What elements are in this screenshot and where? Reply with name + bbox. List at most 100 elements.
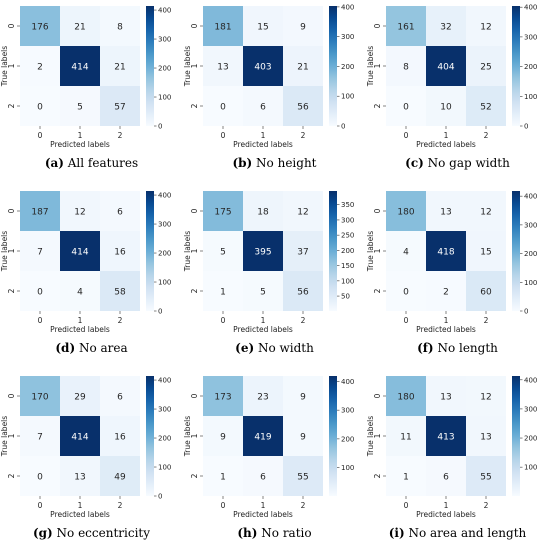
cell-value-label: 55 [297, 473, 308, 483]
heatmap-cell [466, 46, 506, 86]
colorbar [512, 6, 520, 126]
cell-value-label: 55 [480, 473, 491, 483]
heatmap-cell [203, 416, 243, 456]
colorbar-tick-label: 0 [158, 123, 162, 131]
y-axis-label: True labels [183, 416, 192, 457]
confusion-matrix-panel: 176 21 8 2 414 21 0 5 57 0 1 2 Predicted labels 0 1 2 Tr… [0, 0, 183, 185]
heatmap-cell [386, 271, 426, 311]
x-tick-label: 0 [404, 501, 409, 510]
x-tick-label: 1 [444, 316, 449, 325]
caption-text: No gap width [423, 156, 510, 170]
x-axis-label: Predicted labels [416, 510, 476, 519]
y-tick-label: 0 [190, 208, 199, 213]
heatmap-cell [60, 456, 100, 496]
heatmap-cell [426, 416, 466, 456]
caption-text: No height [252, 156, 317, 170]
x-axis-label: Predicted labels [50, 510, 110, 519]
caption-letter: (i) [388, 526, 405, 540]
y-tick-label: 1 [7, 433, 16, 438]
x-tick-label: 2 [301, 131, 306, 140]
heatmap-cell [426, 231, 466, 271]
x-tick-label: 1 [444, 501, 449, 510]
heatmap-cell [60, 376, 100, 416]
x-tick-label: 0 [221, 316, 226, 325]
heatmap-cell [466, 191, 506, 231]
caption-text: No eccentricity [52, 526, 151, 540]
colorbar-tick-label: 100 [524, 279, 537, 287]
cell-value-label: 9 [300, 23, 306, 33]
subfigure-caption: (i) No area and length [366, 526, 549, 540]
x-tick-label: 0 [38, 316, 43, 325]
heatmap-svg: 173 23 9 9 419 9 1 6 55 0 1 2 Predicted labels 0 1 2 Tru… [183, 376, 354, 519]
heatmap-cell [283, 191, 323, 231]
x-tick-label: 0 [221, 131, 226, 140]
colorbar-tick-label: 400 [158, 7, 171, 15]
cell-value-label: 21 [114, 63, 125, 73]
cell-value-label: 5 [77, 103, 83, 113]
colorbar-tick-label: 50 [341, 293, 350, 301]
cell-value-label: 0 [403, 288, 409, 298]
cell-value-label: 418 [437, 248, 454, 258]
heatmap-cell [426, 456, 466, 496]
heatmap-cell [283, 231, 323, 271]
cell-value-label: 414 [71, 248, 88, 258]
cell-value-label: 57 [114, 103, 125, 113]
cell-value-label: 56 [297, 103, 309, 113]
cell-value-label: 15 [257, 23, 268, 33]
y-axis-label: True labels [0, 231, 9, 272]
heatmap-svg: 170 29 6 7 414 16 0 13 49 0 1 2 Predicted labels 0 1 2 T… [0, 376, 171, 519]
cell-value-label: 2 [37, 63, 43, 73]
heatmap-cell [386, 86, 426, 126]
caption-letter: (h) [237, 526, 258, 540]
y-tick-label: 0 [373, 208, 382, 213]
colorbar-tick-label: 400 [341, 378, 354, 386]
cell-value-label: 52 [480, 103, 491, 113]
cell-value-label: 395 [254, 248, 271, 258]
subfigure-caption: (h) No ratio [183, 526, 366, 540]
x-tick-label: 0 [404, 316, 409, 325]
heatmap-cell [426, 271, 466, 311]
colorbar-tick-label: 150 [341, 262, 354, 270]
cell-value-label: 8 [403, 63, 409, 73]
heatmap-cell [243, 416, 283, 456]
heatmap-cell [466, 271, 506, 311]
confusion-matrix-panel: 181 15 9 13 403 21 0 6 56 0 1 2 Predicted labels 0 1 2 T… [183, 0, 366, 185]
heatmap-cell [203, 46, 243, 86]
cell-value-label: 175 [214, 208, 231, 218]
heatmap-cell [283, 456, 323, 496]
heatmap-svg: 176 21 8 2 414 21 0 5 57 0 1 2 Predicted labels 0 1 2 Tr… [0, 6, 171, 149]
y-axis-label: True labels [0, 416, 9, 457]
y-tick-label: 1 [190, 433, 199, 438]
caption-text: All features [63, 156, 139, 170]
heatmap-cell [100, 271, 140, 311]
cell-value-label: 7 [37, 433, 43, 443]
cell-value-label: 12 [74, 208, 85, 218]
cell-value-label: 173 [214, 393, 231, 403]
cell-value-label: 187 [31, 208, 48, 218]
heatmap-cell [466, 6, 506, 46]
colorbar-tick-label: 0 [158, 493, 162, 501]
cell-value-label: 6 [117, 208, 123, 218]
colorbar-tick-label: 300 [341, 216, 354, 224]
x-axis-label: Predicted labels [233, 510, 293, 519]
cell-value-label: 29 [74, 393, 86, 403]
confusion-matrix-panel: 161 32 12 8 404 25 0 10 52 0 1 2 Predicted labels 0 1 2… [366, 0, 549, 185]
heatmap-cell [426, 46, 466, 86]
x-tick-label: 2 [484, 501, 489, 510]
x-tick-label: 2 [301, 501, 306, 510]
cell-value-label: 60 [480, 288, 492, 298]
cell-value-label: 1 [220, 473, 226, 483]
x-axis-label: Predicted labels [50, 140, 110, 149]
cell-value-label: 10 [440, 103, 452, 113]
cell-value-label: 25 [480, 63, 491, 73]
cell-value-label: 6 [260, 473, 266, 483]
y-tick-label: 1 [373, 248, 382, 253]
x-tick-label: 1 [78, 316, 83, 325]
cell-value-label: 414 [71, 433, 88, 443]
heatmap-cell [100, 231, 140, 271]
cell-value-label: 0 [403, 103, 409, 113]
y-axis-label: True labels [183, 231, 192, 272]
heatmap-cell [20, 271, 60, 311]
y-tick-label: 2 [373, 473, 382, 478]
